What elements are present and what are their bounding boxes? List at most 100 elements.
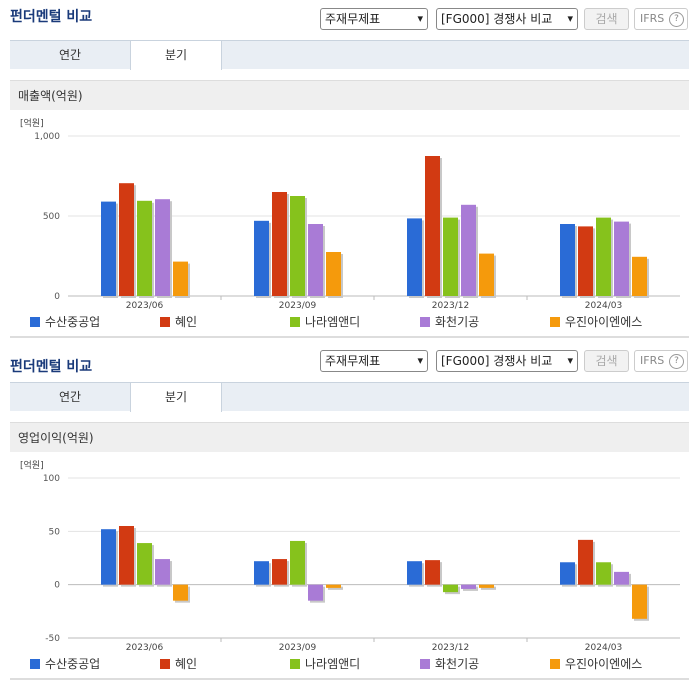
legend-item[interactable]: 수산중공업: [30, 313, 100, 330]
statement-select-value: 주재무제표: [325, 354, 381, 368]
legend-item[interactable]: 우진아이엔에스: [550, 655, 642, 672]
bar[interactable]: [272, 192, 287, 296]
bar[interactable]: [272, 559, 287, 585]
bar[interactable]: [290, 196, 305, 296]
legend-swatch: [420, 317, 430, 327]
legend-swatch: [30, 659, 40, 669]
bar[interactable]: [326, 252, 341, 296]
bar[interactable]: [614, 221, 629, 296]
chevron-down-icon: ▾: [417, 12, 423, 25]
bar[interactable]: [308, 224, 323, 296]
bar[interactable]: [443, 584, 458, 593]
bar[interactable]: [173, 584, 188, 601]
legend-swatch: [160, 659, 170, 669]
bar[interactable]: [578, 539, 593, 585]
x-tick-label: 2023/09: [279, 643, 317, 652]
legend-swatch: [30, 317, 40, 327]
chart-legend: 수산중공업 혜인 나라엠앤디 화천기공 우진아이엔에스: [30, 655, 690, 671]
bar[interactable]: [461, 204, 476, 296]
chevron-down-icon: ▾: [567, 354, 573, 367]
bar[interactable]: [596, 217, 611, 296]
legend-swatch: [290, 317, 300, 327]
bar[interactable]: [137, 200, 152, 296]
statement-select-value: 주재무제표: [325, 12, 381, 26]
chart-header: 매출액(억원): [10, 80, 689, 110]
y-tick-label: 0: [54, 581, 60, 591]
legend-item[interactable]: 나라엠앤디: [290, 313, 360, 330]
ifrs-label: IFRS: [640, 12, 665, 25]
x-tick-label: 2023/09: [279, 301, 317, 310]
bar[interactable]: [326, 584, 341, 588]
unit-label: [억원]: [20, 117, 44, 129]
legend-swatch: [550, 317, 560, 327]
bar[interactable]: [479, 584, 494, 588]
legend-swatch: [550, 659, 560, 669]
statement-select[interactable]: 주재무제표 ▾: [320, 8, 428, 30]
tab-annual[interactable]: 연간: [58, 390, 82, 404]
legend-item[interactable]: 화천기공: [420, 313, 479, 330]
bar[interactable]: [155, 559, 170, 585]
tab-annual[interactable]: 연간: [58, 48, 82, 62]
peer-select-value: [FG000] 경쟁사 비교: [441, 12, 553, 26]
bar[interactable]: [137, 543, 152, 585]
legend-label: 나라엠앤디: [305, 315, 361, 329]
bar[interactable]: [101, 529, 116, 585]
ifrs-label: IFRS: [640, 354, 665, 367]
bar[interactable]: [290, 540, 305, 585]
x-tick-label: 2023/12: [432, 301, 469, 310]
search-button[interactable]: 검색: [584, 350, 629, 372]
ifrs-button[interactable]: IFRS ?: [634, 8, 688, 30]
bar[interactable]: [461, 584, 476, 589]
legend-item[interactable]: 혜인: [160, 313, 197, 330]
bar[interactable]: [614, 571, 629, 585]
bar[interactable]: [407, 218, 422, 296]
legend-item[interactable]: 우진아이엔에스: [550, 313, 642, 330]
tab-quarterly[interactable]: 분기: [130, 41, 222, 70]
section-title: 펀더멘털 비교: [10, 359, 93, 375]
bar[interactable]: [425, 156, 440, 296]
peer-select[interactable]: [FG000] 경쟁사 비교 ▾: [436, 8, 578, 30]
statement-select[interactable]: 주재무제표 ▾: [320, 350, 428, 372]
legend-item[interactable]: 수산중공업: [30, 655, 100, 672]
search-button[interactable]: 검색: [584, 8, 629, 30]
unit-label: [억원]: [20, 459, 44, 471]
bar[interactable]: [308, 584, 323, 601]
chevron-down-icon: ▾: [567, 12, 573, 25]
bar[interactable]: [173, 261, 188, 296]
bar[interactable]: [407, 561, 422, 585]
operating-profit-chart: [억원] -50 0 50 100 2023/06 2023/09 2023/12 2024/0…: [20, 459, 680, 652]
bar[interactable]: [479, 253, 494, 296]
help-icon[interactable]: ?: [669, 354, 684, 369]
ifrs-button[interactable]: IFRS ?: [634, 350, 688, 372]
peer-select-value: [FG000] 경쟁사 비교: [441, 354, 553, 368]
legend-swatch: [160, 317, 170, 327]
help-icon[interactable]: ?: [669, 12, 684, 27]
chart-header: 영업이익(억원): [10, 422, 689, 452]
bar[interactable]: [578, 226, 593, 296]
bar[interactable]: [155, 199, 170, 296]
bar[interactable]: [119, 526, 134, 585]
y-tick-label: 1,000: [34, 132, 60, 142]
x-tick-label: 2024/03: [585, 301, 622, 310]
section-title: 펀더멘털 비교: [10, 9, 93, 25]
legend-item[interactable]: 화천기공: [420, 655, 479, 672]
bar[interactable]: [254, 220, 269, 296]
peer-select[interactable]: [FG000] 경쟁사 비교 ▾: [436, 350, 578, 372]
period-tabs: 연간 분기: [10, 40, 689, 70]
bar[interactable]: [596, 562, 611, 585]
bar[interactable]: [560, 224, 575, 296]
bar[interactable]: [254, 561, 269, 585]
bar[interactable]: [443, 217, 458, 296]
bar[interactable]: [101, 201, 116, 296]
bar[interactable]: [425, 560, 440, 585]
tab-quarterly[interactable]: 분기: [130, 383, 222, 412]
bar[interactable]: [119, 183, 134, 296]
legend-item[interactable]: 나라엠앤디: [290, 655, 360, 672]
y-tick-label: 50: [49, 527, 61, 537]
bar[interactable]: [560, 562, 575, 585]
legend-item[interactable]: 혜인: [160, 655, 197, 672]
y-tick-label: 100: [43, 474, 60, 484]
bar[interactable]: [632, 256, 647, 296]
legend-label: 수산중공업: [45, 315, 101, 329]
bar[interactable]: [632, 584, 647, 619]
